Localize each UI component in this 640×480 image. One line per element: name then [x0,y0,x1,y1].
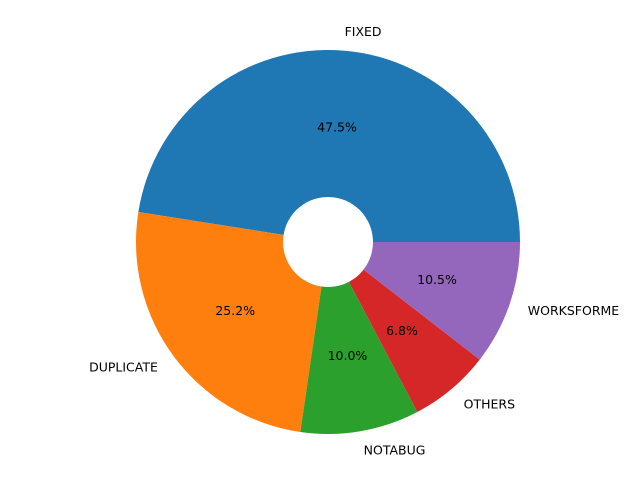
pie-category-label: NOTABUG [364,443,426,458]
pie-slice-fixed [138,49,521,242]
pie-percent-label: 25.2% [215,303,255,318]
pie-labels: 47.5% FIXED 25.2% DUPLICATE 10.0% NOTABUG 6.8%… [89,24,619,458]
pie-category-label: DUPLICATE [89,360,158,375]
pie-percent-label: 47.5% [317,120,357,135]
pie-slices [135,49,521,435]
pie-category-label: WORKSFORME [528,303,620,318]
pie-category-label: OTHERS [464,396,515,411]
pie-slice-others [328,242,480,412]
pie-percent-label: 6.8% [386,323,418,338]
donut-hole [283,197,373,287]
pie-percent-label: 10.5% [417,272,457,287]
pie-percent-label: 10.0% [328,348,368,363]
pie-slice-duplicate [135,211,328,432]
pie-slice-notabug [300,242,418,435]
pie-category-label: FIXED [345,24,382,39]
pie-slice-worksforme [328,242,520,360]
